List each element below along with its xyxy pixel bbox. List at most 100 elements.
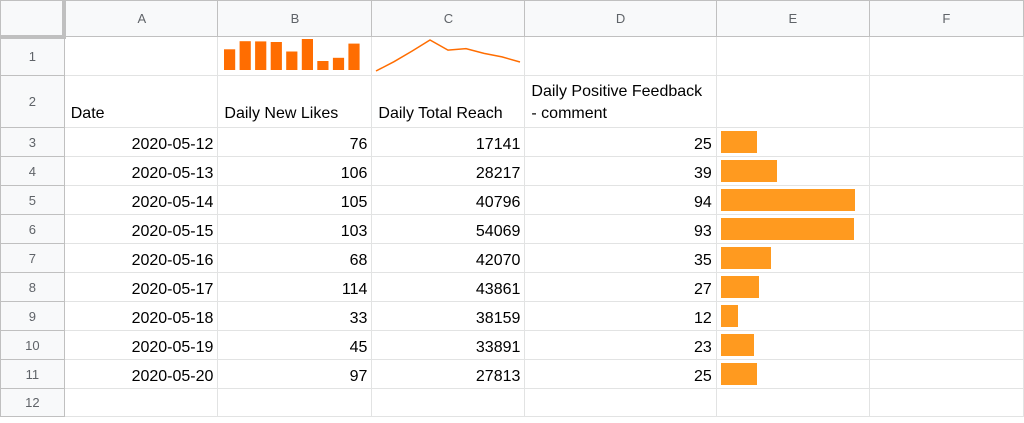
cell-reach[interactable]: 17141 xyxy=(371,127,526,157)
cell-b2-likes-header[interactable]: Daily New Likes xyxy=(217,75,373,128)
cell-f2[interactable] xyxy=(868,75,1024,128)
cell-likes[interactable]: 103 xyxy=(217,214,373,244)
cell-date[interactable]: 2020-05-17 xyxy=(63,272,219,302)
cell-likes[interactable]: 68 xyxy=(217,243,373,273)
row-header[interactable]: 4 xyxy=(0,156,65,186)
cell-a1[interactable] xyxy=(63,36,219,76)
cell-reach[interactable]: 42070 xyxy=(371,243,526,273)
cell-likes[interactable]: 106 xyxy=(217,156,373,186)
cell-e1[interactable] xyxy=(715,36,870,76)
column-header-b[interactable]: B xyxy=(217,0,373,37)
cell-date[interactable]: 2020-05-12 xyxy=(63,127,219,157)
cell-e2[interactable] xyxy=(715,75,870,128)
cell-feedback-bar[interactable] xyxy=(715,156,870,186)
cell-date[interactable]: 2020-05-19 xyxy=(63,330,219,360)
cell-f[interactable] xyxy=(868,330,1024,360)
cell-likes[interactable]: 114 xyxy=(217,272,373,302)
cell-reach[interactable]: 27813 xyxy=(371,359,526,389)
cell-f[interactable] xyxy=(868,359,1024,389)
cell-reach[interactable]: 33891 xyxy=(371,330,526,360)
cell-feedback[interactable]: 93 xyxy=(524,214,717,244)
cell-reach[interactable]: 28217 xyxy=(371,156,526,186)
cell-feedback[interactable]: 23 xyxy=(524,330,717,360)
row-header[interactable]: 7 xyxy=(0,243,65,273)
cell-b12[interactable] xyxy=(217,388,373,417)
row-header[interactable]: 9 xyxy=(0,301,65,331)
cell-f12[interactable] xyxy=(868,388,1024,417)
cell-likes[interactable]: 45 xyxy=(217,330,373,360)
cell-feedback-bar[interactable] xyxy=(715,272,870,302)
cell-d12[interactable] xyxy=(524,388,717,417)
column-header-f[interactable]: F xyxy=(868,0,1024,37)
cell-feedback-bar[interactable] xyxy=(715,243,870,273)
row-header[interactable]: 8 xyxy=(0,272,65,302)
row-header[interactable]: 6 xyxy=(0,214,65,244)
likes-sparkline-bar xyxy=(348,43,361,70)
row-header[interactable]: 11 xyxy=(0,359,65,389)
cell-e12[interactable] xyxy=(715,388,870,417)
cell-f1[interactable] xyxy=(868,36,1024,76)
cell-feedback-bar[interactable] xyxy=(715,330,870,360)
cell-date[interactable]: 2020-05-20 xyxy=(63,359,219,389)
cell-likes[interactable]: 105 xyxy=(217,185,373,215)
cell-feedback[interactable]: 25 xyxy=(524,127,717,157)
column-header-e[interactable]: E xyxy=(715,0,870,37)
feedback-data-bar xyxy=(720,363,757,385)
cell-a2-date-header[interactable]: Date xyxy=(63,75,219,128)
cell-feedback-bar[interactable] xyxy=(715,185,870,215)
cell-date[interactable]: 2020-05-15 xyxy=(63,214,219,244)
cell-feedback[interactable]: 35 xyxy=(524,243,717,273)
cell-date[interactable]: 2020-05-14 xyxy=(63,185,219,215)
feedback-data-bar xyxy=(720,334,754,356)
cell-d1[interactable] xyxy=(524,36,717,76)
row-header-2[interactable]: 2 xyxy=(0,75,65,128)
table-row: 8 2020-05-17 114 43861 27 xyxy=(0,272,1024,302)
column-header-a[interactable]: A xyxy=(63,0,219,37)
cell-feedback-bar[interactable] xyxy=(715,359,870,389)
cell-feedback-bar[interactable] xyxy=(715,214,870,244)
cell-reach[interactable]: 43861 xyxy=(371,272,526,302)
cell-feedback[interactable]: 12 xyxy=(524,301,717,331)
cell-likes[interactable]: 97 xyxy=(217,359,373,389)
cell-c2-reach-header[interactable]: Daily Total Reach xyxy=(371,75,526,128)
cell-feedback-bar[interactable] xyxy=(715,127,870,157)
cell-f[interactable] xyxy=(868,127,1024,157)
likes-sparkline-bar xyxy=(255,41,267,70)
reach-sparkline-line-chart xyxy=(376,39,521,72)
cell-date[interactable]: 2020-05-13 xyxy=(63,156,219,186)
cell-d2-feedback-header[interactable]: Daily Positive Feedback - comment xyxy=(524,75,717,128)
cell-likes[interactable]: 33 xyxy=(217,301,373,331)
cell-reach[interactable]: 54069 xyxy=(371,214,526,244)
cell-c12[interactable] xyxy=(371,388,526,417)
cell-feedback[interactable]: 27 xyxy=(524,272,717,302)
cell-feedback[interactable]: 94 xyxy=(524,185,717,215)
row-header-12[interactable]: 12 xyxy=(0,388,65,417)
row-header[interactable]: 10 xyxy=(0,330,65,360)
cell-date[interactable]: 2020-05-18 xyxy=(63,301,219,331)
cell-reach[interactable]: 38159 xyxy=(371,301,526,331)
likes-sparkline-bar xyxy=(286,51,298,70)
column-header-c[interactable]: C xyxy=(371,0,526,37)
cell-b1[interactable] xyxy=(217,36,373,76)
cell-f[interactable] xyxy=(868,243,1024,273)
cell-f[interactable] xyxy=(868,185,1024,215)
cell-a12[interactable] xyxy=(63,388,219,417)
cell-f[interactable] xyxy=(868,156,1024,186)
row-header[interactable]: 3 xyxy=(0,127,65,157)
row-header-1[interactable]: 1 xyxy=(0,36,65,76)
cell-likes[interactable]: 76 xyxy=(217,127,373,157)
cell-f[interactable] xyxy=(868,214,1024,244)
cell-c1[interactable] xyxy=(371,36,526,76)
cell-feedback[interactable]: 39 xyxy=(524,156,717,186)
cell-feedback[interactable]: 25 xyxy=(524,359,717,389)
select-all-corner[interactable] xyxy=(0,0,67,39)
likes-sparkline-bar xyxy=(240,41,252,70)
cell-feedback-bar[interactable] xyxy=(715,301,870,331)
column-header-d[interactable]: D xyxy=(524,0,717,37)
cell-reach[interactable]: 40796 xyxy=(371,185,526,215)
cell-date[interactable]: 2020-05-16 xyxy=(63,243,219,273)
cell-f[interactable] xyxy=(868,301,1024,331)
row-header[interactable]: 5 xyxy=(0,185,65,215)
cell-f[interactable] xyxy=(868,272,1024,302)
likes-sparkline-bar-chart xyxy=(224,39,361,70)
